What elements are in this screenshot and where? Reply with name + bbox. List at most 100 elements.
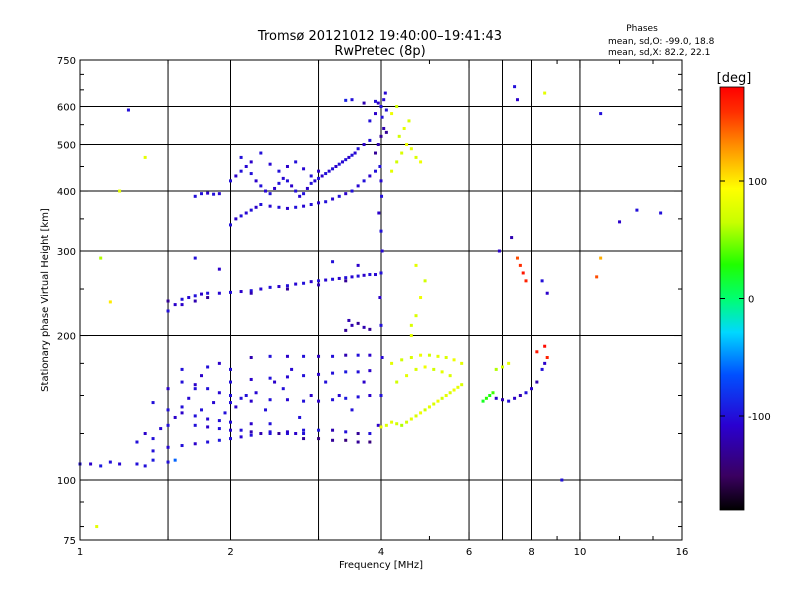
echo-point	[501, 398, 505, 402]
echo-point	[414, 414, 418, 418]
echo-point	[409, 323, 413, 327]
echo-point	[193, 256, 197, 260]
echo-point	[488, 394, 492, 398]
echo-point	[515, 256, 519, 260]
echo-point	[440, 370, 444, 374]
echo-point	[379, 271, 383, 275]
echo-point	[344, 430, 348, 434]
echo-point	[302, 192, 306, 196]
echo-point	[249, 289, 253, 293]
echo-point	[249, 355, 253, 359]
echo-point	[285, 179, 289, 183]
echo-point	[390, 361, 394, 365]
echo-point	[151, 449, 155, 453]
echo-point	[515, 98, 519, 102]
echo-point	[419, 353, 423, 357]
echo-point	[368, 394, 372, 398]
echo-point	[285, 206, 289, 210]
echo-point	[423, 279, 427, 283]
echo-point	[223, 411, 227, 415]
echo-point	[379, 323, 383, 327]
echo-point	[380, 115, 384, 119]
echo-point	[510, 236, 514, 240]
echo-point	[390, 169, 394, 173]
echo-point	[494, 396, 498, 400]
echo-point	[414, 314, 418, 318]
echo-point	[108, 460, 112, 464]
echo-point	[524, 279, 528, 283]
echo-point	[448, 374, 452, 378]
echo-point	[173, 303, 177, 307]
echo-point	[344, 370, 348, 374]
echo-point	[268, 432, 272, 436]
echo-point	[368, 119, 372, 123]
echo-point	[317, 279, 321, 283]
echo-point	[99, 464, 103, 468]
echo-point	[143, 464, 147, 468]
echo-point	[507, 399, 511, 403]
echo-point	[229, 394, 232, 398]
echo-point	[344, 98, 348, 102]
echo-point	[331, 438, 335, 442]
echo-point	[217, 291, 221, 295]
echo-point	[180, 411, 184, 415]
echo-point	[423, 408, 427, 412]
echo-point	[380, 194, 384, 198]
y-tick-label: 400	[57, 187, 76, 198]
echo-point	[166, 299, 170, 303]
echo-point	[249, 430, 253, 434]
echo-point	[212, 401, 216, 405]
echo-point	[217, 419, 221, 423]
echo-point	[337, 162, 341, 166]
echo-point	[277, 181, 281, 185]
echo-point	[436, 399, 440, 403]
echo-point	[331, 277, 335, 281]
echo-point	[193, 194, 197, 198]
echo-point	[281, 176, 285, 180]
echo-point	[407, 119, 411, 123]
echo-point	[193, 414, 197, 418]
echo-point	[414, 263, 418, 267]
echo-point	[350, 275, 354, 279]
echo-point	[395, 422, 399, 426]
echo-point	[268, 376, 272, 380]
echo-point	[317, 399, 321, 403]
echo-point	[543, 91, 547, 95]
echo-point	[294, 282, 298, 286]
echo-point	[501, 365, 505, 369]
echo-point	[384, 108, 388, 112]
echo-point	[317, 437, 321, 441]
echo-point	[317, 354, 321, 358]
echo-point	[309, 181, 313, 185]
echo-point	[99, 256, 103, 260]
echo-point	[390, 112, 394, 116]
echo-point	[217, 438, 221, 442]
echo-point	[409, 334, 413, 338]
echo-point	[456, 385, 460, 389]
echo-point	[513, 396, 517, 400]
echo-point	[379, 134, 383, 138]
echo-point	[166, 408, 170, 412]
echo-point	[259, 184, 263, 188]
echo-point	[331, 260, 335, 264]
echo-point	[444, 394, 448, 398]
chart-subtitle: RwPretec (8p)	[334, 44, 425, 59]
echo-point	[518, 394, 522, 398]
echo-point	[423, 365, 427, 369]
echo-point	[543, 344, 547, 348]
echo-point	[294, 160, 298, 164]
echo-point	[379, 425, 383, 429]
echo-point	[126, 108, 130, 112]
echo-point	[317, 169, 321, 173]
data-points	[78, 85, 663, 529]
echo-point	[494, 367, 498, 371]
echo-point	[414, 155, 418, 159]
echo-point	[331, 371, 335, 375]
echo-point	[337, 394, 341, 398]
echo-point	[290, 367, 294, 371]
echo-point	[244, 164, 248, 168]
echo-point	[229, 290, 232, 294]
echo-point	[206, 365, 210, 369]
echo-point	[180, 303, 184, 307]
echo-point	[302, 432, 306, 436]
